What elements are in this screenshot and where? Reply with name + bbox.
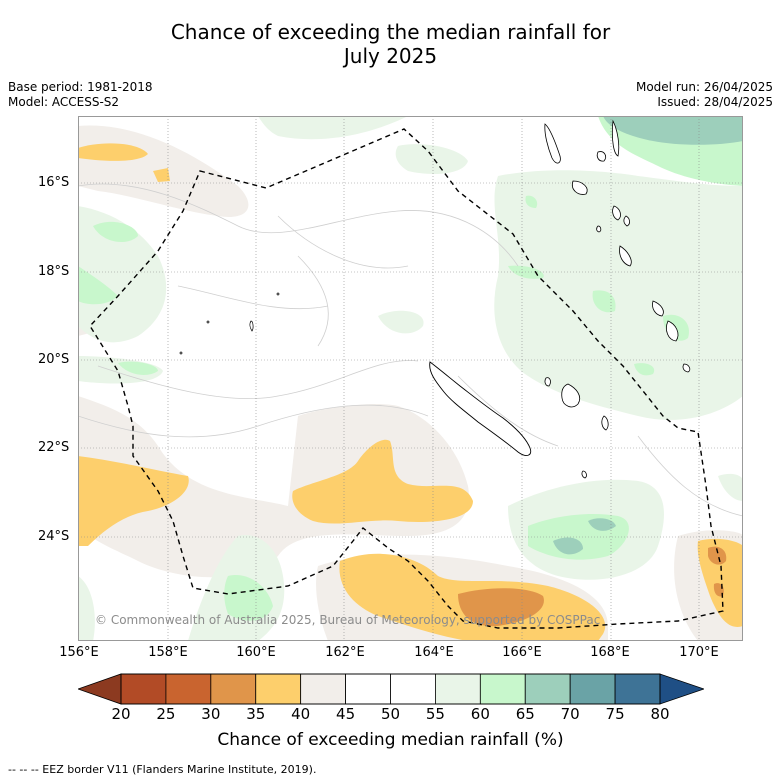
copyright-text: © Commonwealth of Australia 2025, Bureau… [95, 613, 601, 627]
grid-lines [78, 116, 743, 641]
colorbar-tick-label: 35 [246, 705, 266, 723]
base-period-text: Base period: 1981-2018 [8, 80, 153, 94]
model-run-text: Model run: 26/04/2025 [635, 80, 773, 94]
contour-lines [78, 183, 743, 517]
colorbar-cell [435, 673, 481, 705]
colorbar-cells [120, 673, 661, 705]
colorbar-tick-label: 25 [156, 705, 176, 723]
title-line-1: Chance of exceeding the median rainfall … [170, 20, 611, 44]
colorbar-tick-label: 65 [515, 705, 535, 723]
colorbar-cell [479, 673, 526, 705]
lat-label-16s: 16°S [38, 175, 70, 190]
island-group-loyalty [544, 377, 609, 479]
map-panel[interactable] [78, 116, 743, 641]
colorbar-tick-label: 60 [470, 705, 490, 723]
band-35-40 [78, 143, 743, 641]
colorbar-tick-label: 55 [425, 705, 445, 723]
lat-label-20s: 20°S [38, 352, 70, 367]
legend-footnote: -- -- -- EEZ border V11 (Flanders Marine… [8, 763, 317, 776]
lon-label-170e: 170°E [679, 645, 719, 660]
colorbar-cell [255, 673, 302, 705]
colorbar-cell [569, 673, 616, 705]
lon-label-160e: 160°E [236, 645, 276, 660]
colorbar-cell [120, 673, 167, 705]
island-group-vanuatu [544, 119, 691, 373]
lat-label-18s: 18°S [38, 264, 70, 279]
island-new-caledonia [429, 361, 532, 456]
lat-label-22s: 22°S [38, 440, 70, 455]
islets [179, 292, 280, 355]
eez-border [89, 128, 724, 629]
colorbar-cell [210, 673, 257, 705]
colorbar-cell [165, 673, 212, 705]
colorbar-over-triangle [659, 673, 704, 705]
lon-label-156e: 156°E [59, 645, 99, 660]
colorbar-under-triangle [78, 673, 122, 705]
band-30-35 [458, 546, 727, 627]
chart-title: Chance of exceeding the median rainfall … [0, 20, 781, 68]
colorbar-title: Chance of exceeding median rainfall (%) [217, 730, 564, 750]
colorbar-cell [524, 673, 571, 705]
lat-label-24s: 24°S [38, 529, 70, 544]
colorbar-tick-label: 75 [605, 705, 625, 723]
colorbar-cell [345, 673, 391, 705]
lon-label-164e: 164°E [414, 645, 454, 660]
map-svg [78, 116, 743, 641]
issued-text: Issued: 28/04/2025 [657, 95, 773, 109]
meta-right: Model run: 26/04/2025 Issued: 28/04/2025 [636, 80, 773, 110]
colorbar-cell [390, 673, 436, 705]
band-55-60 [78, 116, 743, 641]
lon-label-162e: 162°E [325, 645, 365, 660]
colorbar-tick-label: 30 [201, 705, 221, 723]
band-65-70 [553, 116, 743, 555]
colorbar-tick-label: 80 [650, 705, 670, 723]
colorbar-frame [120, 673, 661, 705]
colorbar-cell [614, 673, 661, 705]
colorbar-tick-label: 20 [111, 705, 131, 723]
title-line-2: July 2025 [343, 44, 438, 68]
lon-label-168e: 168°E [590, 645, 630, 660]
colorbar-tick-label: 70 [560, 705, 580, 723]
lon-label-166e: 166°E [502, 645, 542, 660]
colorbar-tick-label: 40 [291, 705, 311, 723]
lon-label-158e: 158°E [148, 645, 188, 660]
colorbar [78, 673, 704, 705]
model-text: Model: ACCESS-S2 [8, 95, 120, 109]
colorbar-tick-label: 50 [380, 705, 401, 723]
colorbar-cell [300, 673, 346, 705]
colorbar-tick-label: 45 [336, 705, 356, 723]
meta-left: Base period: 1981-2018 Model: ACCESS-S2 [8, 80, 153, 110]
